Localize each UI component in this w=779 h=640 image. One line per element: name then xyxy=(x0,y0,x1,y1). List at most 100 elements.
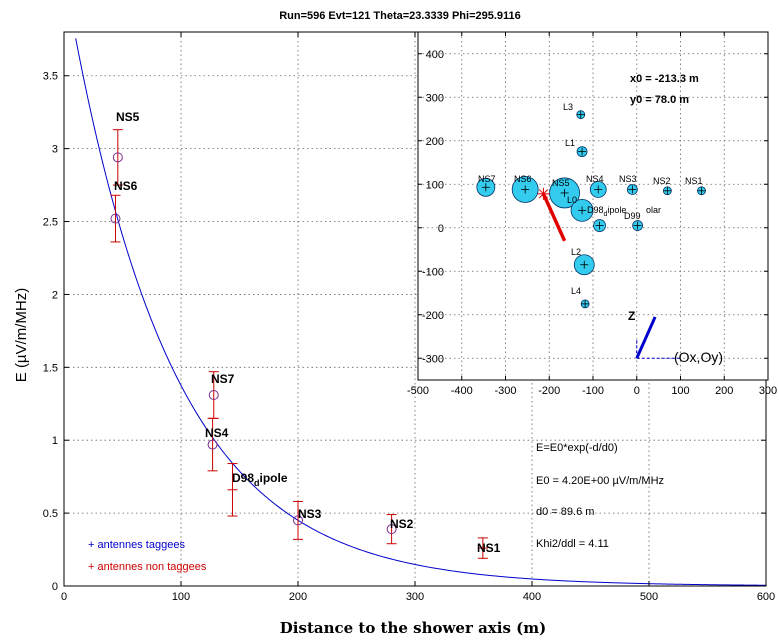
fit-curve-layer xyxy=(75,38,767,586)
y-tick-label: 0.5 xyxy=(43,508,58,520)
y-tick-label: 2.5 xyxy=(43,217,58,229)
inset-y-tick-label: 300 xyxy=(426,92,444,104)
data-point-ns3 xyxy=(293,500,303,540)
inset-y-tick-label: 200 xyxy=(426,136,444,148)
antenna-l3 xyxy=(576,110,586,120)
inset-label-ns7: NS7 xyxy=(478,174,496,184)
point-label-ns1: NS1 xyxy=(477,541,501,555)
y-tick-label: 0 xyxy=(52,581,58,593)
antenna-ns1 xyxy=(697,186,706,196)
antenna-l4 xyxy=(580,299,590,309)
inset-y-tick-label: 400 xyxy=(426,49,444,61)
legend: + antennes taggees + antennes non taggee… xyxy=(88,539,207,573)
inset-y-tick-label: -300 xyxy=(422,353,444,365)
data-point-ns5 xyxy=(112,129,123,186)
point-label-ns5: NS5 xyxy=(116,110,140,124)
inset-frame xyxy=(417,31,769,381)
inset-label-l0: L0 xyxy=(567,195,577,205)
data-point-d98_dipole xyxy=(227,463,238,517)
inset-label-d99: D99 xyxy=(624,211,641,221)
antenna-l2 xyxy=(573,254,595,276)
x-tick-label: 500 xyxy=(640,591,658,603)
y-tick-label: 1.5 xyxy=(43,362,58,374)
data-point-ns6 xyxy=(110,194,121,243)
point-label-ns4: NS4 xyxy=(205,426,229,440)
point-label-ns6: NS6 xyxy=(114,179,138,193)
point-label-d98: D98dipole xyxy=(232,471,288,488)
inset-antenna-labels: L3 L1 NS7 NS6 NS5 NS4 NS3 NS2 NS1 L0 D98… xyxy=(478,102,703,296)
shower-axis-projection xyxy=(635,316,657,359)
inset-y-tick-label: -100 xyxy=(422,266,444,278)
point-labels: NS5 NS6 NS7 NS4 D98dipole NS3 NS2 NS1 xyxy=(114,110,501,555)
inset-label-l3: L3 xyxy=(563,102,573,112)
data-point-ns1 xyxy=(477,537,488,559)
fit-formula: E=E0*exp(-d/d0) xyxy=(536,442,618,454)
point-label-ns7: NS7 xyxy=(211,372,235,386)
antenna-ns4 xyxy=(589,181,607,198)
antenna-ns7 xyxy=(476,177,496,197)
inset-ox-oy-label: (Ox,Oy) xyxy=(674,349,723,365)
antenna-d99 xyxy=(632,220,644,231)
inset-x-tick-label: 0 xyxy=(634,385,640,397)
inset-antennas-layer xyxy=(476,110,706,359)
inset-y-tick-label: 0 xyxy=(438,223,444,235)
fit-khi2: Khi2/ddl = 4.11 xyxy=(536,538,609,550)
inset-label-d98-a: D98 xyxy=(587,205,604,215)
point-marker xyxy=(112,152,123,163)
antenna-ns5 xyxy=(549,177,580,209)
antenna-l0 xyxy=(570,198,594,222)
shower-direction-line xyxy=(541,193,567,242)
legend-item-tagged: + antennes taggees xyxy=(88,539,185,551)
main-grid xyxy=(64,32,766,586)
inset-label-l2: L2 xyxy=(571,247,581,257)
inset-y-tick-label: 100 xyxy=(426,179,444,191)
inset-label-d98-c: ipole xyxy=(607,205,626,215)
x-tick-label: 100 xyxy=(172,591,190,603)
inset-label-l4: L4 xyxy=(571,286,581,296)
point-marker xyxy=(208,390,219,401)
antenna-ns3 xyxy=(626,184,638,195)
inset-label-d98-b: d xyxy=(604,211,608,218)
main-axes: 0 100 200 300 400 500 600 0 0.5 1 1.5 2 2.5 3 3.5 xyxy=(43,31,775,603)
fit-annotations: E=E0*exp(-d/d0) E0 = 4.20E+00 µV/m/MHz d… xyxy=(536,442,664,550)
y-tick-label: 1 xyxy=(52,435,58,447)
antenna-ns6 xyxy=(511,176,539,203)
data-point-ns4 xyxy=(207,417,218,472)
inset-label-d98: D98dipole xyxy=(587,205,626,218)
inset-label-ns2: NS2 xyxy=(653,176,671,186)
inset-y0-label: y0 = 78.0 m xyxy=(630,94,689,106)
point-label-ns3: NS3 xyxy=(298,507,322,521)
y-tick-label: 3.5 xyxy=(43,71,58,83)
x-tick-label: 200 xyxy=(289,591,307,603)
point-marker xyxy=(207,439,218,450)
inset-z-label: Z xyxy=(628,309,635,323)
x-tick-label: 0 xyxy=(61,591,67,603)
x-tick-label: 300 xyxy=(406,591,424,603)
fit-d0: d0 = 89.6 m xyxy=(536,506,594,518)
x-tick-label: 400 xyxy=(523,591,541,603)
antenna-ns2 xyxy=(662,186,672,196)
y-tick-label: 2 xyxy=(52,289,58,301)
inset-x-tick-label: -100 xyxy=(582,385,604,397)
inset-label-ns1: NS1 xyxy=(685,176,703,186)
x-tick-label: 600 xyxy=(757,591,775,603)
inset-label-ns3: NS3 xyxy=(619,174,637,184)
antenna-d98-dipole-polar xyxy=(593,219,606,232)
fit-curve xyxy=(75,38,767,586)
inset-x-tick-label: 300 xyxy=(759,385,777,397)
inset-x-tick-label: -200 xyxy=(538,385,560,397)
inset-x-tick-label: 100 xyxy=(671,385,689,397)
fit-e0: E0 = 4.20E+00 µV/m/MHz xyxy=(536,475,664,487)
data-points-layer xyxy=(110,129,488,559)
inset-x-tick-label: -400 xyxy=(451,385,473,397)
inset-x-tick-label: -500 xyxy=(407,385,429,397)
point-marker xyxy=(110,213,121,224)
inset-x0-label: x0 = -213.3 m xyxy=(630,73,699,85)
antenna-l1 xyxy=(576,146,588,158)
y-tick-label: 3 xyxy=(52,144,58,156)
y-axis-label: E (µV/m/MHz) xyxy=(13,288,30,382)
data-point-ns2 xyxy=(386,514,397,545)
x-axis-label: Distance to the shower axis (m) xyxy=(280,619,546,637)
